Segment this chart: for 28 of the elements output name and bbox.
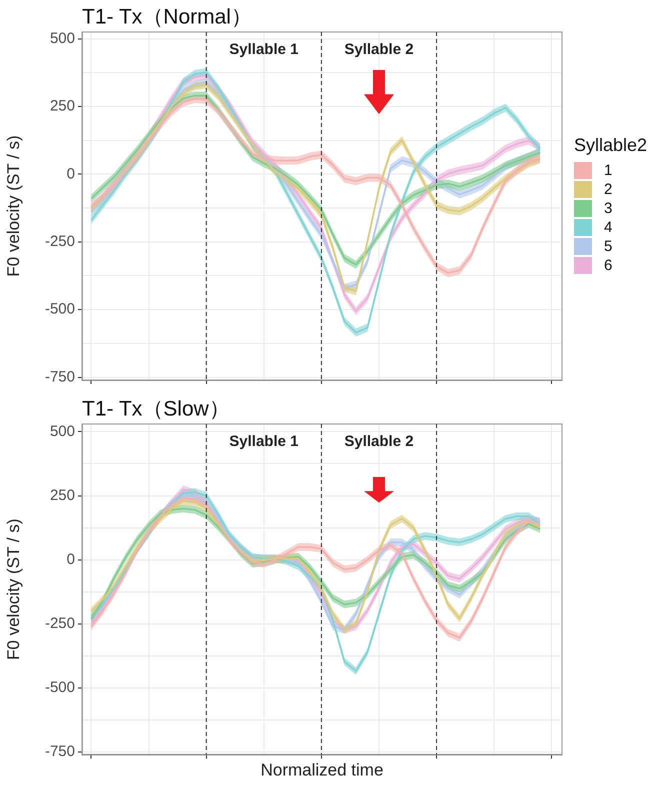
legend-title: Syllable2 bbox=[574, 134, 648, 155]
legend-label: 1 bbox=[604, 162, 612, 180]
y-tick-label: 0 bbox=[66, 550, 75, 568]
y-tick-label: 250 bbox=[50, 98, 75, 115]
legend-label: 6 bbox=[604, 257, 612, 274]
y-tick-label: -750 bbox=[44, 368, 75, 386]
legend-label: 4 bbox=[604, 219, 612, 236]
y-tick-label: -250 bbox=[44, 615, 75, 632]
annotation: Syllable 2 bbox=[344, 433, 414, 450]
y-tick-label: 0 bbox=[66, 165, 75, 182]
y-tick-label: 500 bbox=[50, 30, 75, 47]
y-axis-title: F0 velocity (ST / s) bbox=[4, 518, 23, 660]
legend-label: 3 bbox=[604, 200, 612, 218]
y-tick-label: 500 bbox=[50, 422, 75, 440]
chart-title: T1- Tx（Normal） bbox=[82, 5, 252, 28]
annotation: Syllable 1 bbox=[229, 433, 298, 450]
annotation: Syllable 2 bbox=[344, 41, 414, 58]
legend-label: 2 bbox=[604, 181, 612, 198]
chart-title: T1- Tx（Slow） bbox=[82, 397, 230, 420]
y-tick-label: -500 bbox=[44, 300, 75, 318]
y-tick-label: -250 bbox=[44, 233, 75, 250]
annotation: Syllable 1 bbox=[229, 41, 298, 58]
y-tick-label: -750 bbox=[44, 743, 75, 760]
y-tick-label: 250 bbox=[50, 486, 75, 504]
y-tick-label: -500 bbox=[44, 679, 75, 696]
y-axis-title: F0 velocity (ST / s) bbox=[4, 135, 23, 277]
x-axis-title: Normalized time bbox=[260, 760, 384, 780]
legend-label: 5 bbox=[604, 238, 612, 256]
